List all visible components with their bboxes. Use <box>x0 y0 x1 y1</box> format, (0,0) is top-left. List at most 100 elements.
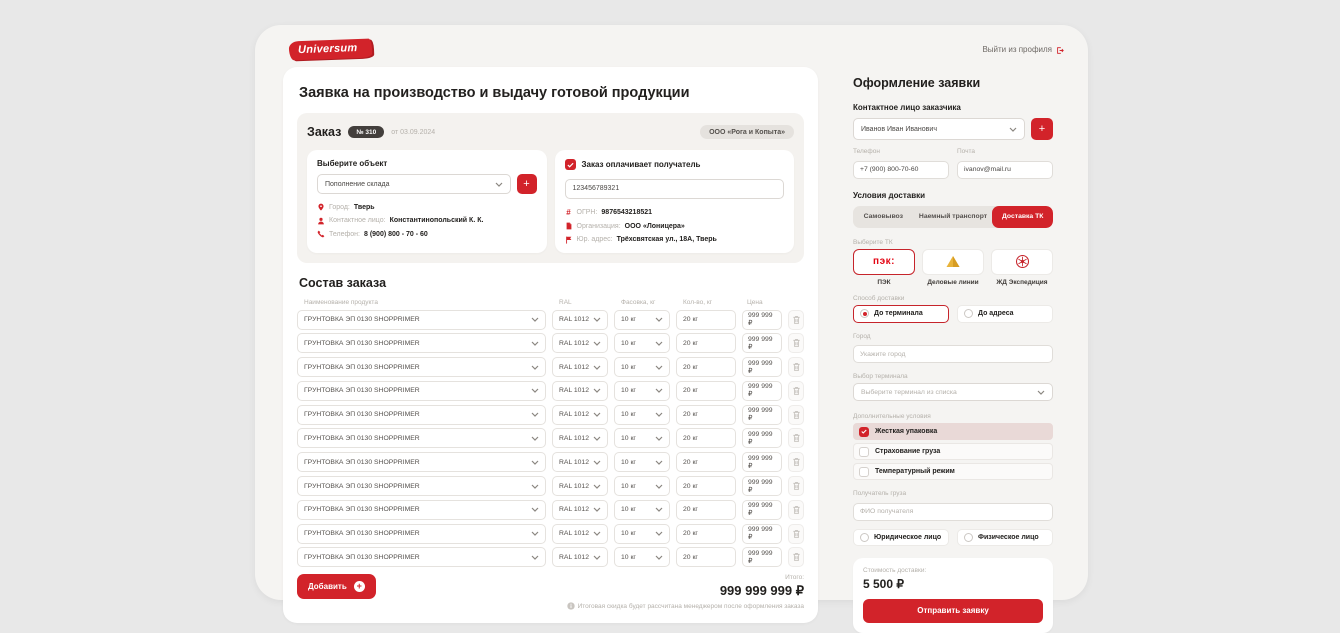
radio-on-icon <box>860 309 869 318</box>
object-select[interactable]: Пополнение склада <box>317 174 511 194</box>
ral-select[interactable]: RAL 1012 <box>552 499 608 520</box>
ral-select[interactable]: RAL 1012 <box>552 476 608 497</box>
radio-to-terminal[interactable]: До терминала <box>853 304 949 323</box>
product-select[interactable]: ГРУНТОВКА ЭП 0130 SHOPPRIMER <box>297 357 546 378</box>
phone-input[interactable] <box>853 160 949 179</box>
submit-request-button[interactable]: Отправить заявку <box>863 598 1043 623</box>
product-select[interactable]: ГРУНТОВКА ЭП 0130 SHOPPRIMER <box>297 499 546 520</box>
add-contact-button[interactable]: + <box>1031 118 1053 140</box>
trash-icon <box>792 553 800 562</box>
delete-row-button[interactable] <box>788 499 804 520</box>
extra-cargo-insurance[interactable]: Страхование груза <box>853 443 1053 460</box>
packing-select[interactable]: 10 кг <box>614 309 670 330</box>
tk-card-zhd-expedition[interactable] <box>991 248 1053 275</box>
ral-select[interactable]: RAL 1012 <box>552 380 608 401</box>
product-select[interactable]: ГРУНТОВКА ЭП 0130 SHOPPRIMER <box>297 333 546 354</box>
quantity-input[interactable]: 20 кг <box>676 357 736 378</box>
delete-row-button[interactable] <box>788 547 804 568</box>
product-select[interactable]: ГРУНТОВКА ЭП 0130 SHOPPRIMER <box>297 309 546 330</box>
payer-inn-input[interactable] <box>564 178 784 199</box>
packing-select[interactable]: 10 кг <box>614 333 670 354</box>
quantity-input[interactable]: 20 кг <box>676 452 736 473</box>
chevron-down-icon <box>495 182 502 187</box>
quantity-input[interactable]: 20 кг <box>676 404 736 425</box>
product-select[interactable]: ГРУНТОВКА ЭП 0130 SHOPPRIMER <box>297 404 546 425</box>
chevron-down-icon <box>531 531 539 537</box>
segment-hired-transport[interactable]: Наемный транспорт <box>918 213 988 220</box>
logout-link[interactable]: Выйти из профиля <box>982 45 1064 54</box>
city-input[interactable] <box>853 345 1053 363</box>
quantity-input[interactable]: 20 кг <box>676 333 736 354</box>
tk-card-delovye-linii[interactable] <box>922 248 984 275</box>
delete-row-button[interactable] <box>788 476 804 497</box>
add-row-button[interactable]: Добавить + <box>297 574 376 600</box>
delovye-linii-logo-icon <box>946 256 960 267</box>
extra-hard-packaging[interactable]: Жесткая упаковка <box>853 423 1053 440</box>
table-row: ГРУНТОВКА ЭП 0130 SHOPPRIMER RAL 1012 10… <box>297 547 804 568</box>
radio-legal-entity[interactable]: Юридическое лицо <box>853 528 949 546</box>
ral-select[interactable]: RAL 1012 <box>552 547 608 568</box>
quantity-input[interactable]: 20 кг <box>676 523 736 544</box>
delete-row-button[interactable] <box>788 309 804 330</box>
order-summary-block: Заказ № 310 от 03.09.2024 ООО «Рога и Ко… <box>297 113 804 263</box>
ral-select[interactable]: RAL 1012 <box>552 404 608 425</box>
product-select[interactable]: ГРУНТОВКА ЭП 0130 SHOPPRIMER <box>297 380 546 401</box>
delete-row-button[interactable] <box>788 333 804 354</box>
ral-select[interactable]: RAL 1012 <box>552 309 608 330</box>
packing-select[interactable]: 10 кг <box>614 547 670 568</box>
packing-select[interactable]: 10 кг <box>614 523 670 544</box>
product-select[interactable]: ГРУНТОВКА ЭП 0130 SHOPPRIMER <box>297 452 546 473</box>
packing-select[interactable]: 10 кг <box>614 380 670 401</box>
quantity-input[interactable]: 20 кг <box>676 476 736 497</box>
trash-icon <box>792 315 800 324</box>
chevron-down-icon <box>531 436 539 441</box>
segment-pickup[interactable]: Самовывоз <box>863 213 903 220</box>
terminal-select[interactable]: Выберите терминал из списка <box>853 383 1053 401</box>
quantity-input[interactable]: 20 кг <box>676 547 736 568</box>
product-select[interactable]: ГРУНТОВКА ЭП 0130 SHOPPRIMER <box>297 547 546 568</box>
packing-select[interactable]: 10 кг <box>614 404 670 425</box>
contact-person-select[interactable]: Иванов Иван Иванович <box>853 118 1025 140</box>
radio-individual[interactable]: Физическое лицо <box>957 528 1053 546</box>
recipient-name-input[interactable] <box>853 502 1053 521</box>
email-input[interactable] <box>957 160 1053 179</box>
quantity-input[interactable]: 20 кг <box>676 428 736 449</box>
order-head: Заказ № 310 от 03.09.2024 ООО «Рога и Ко… <box>307 122 794 142</box>
packing-select[interactable]: 10 кг <box>614 428 670 449</box>
ral-select[interactable]: RAL 1012 <box>552 452 608 473</box>
packing-select[interactable]: 10 кг <box>614 357 670 378</box>
recipient-label: Получатель груза <box>853 490 907 497</box>
quantity-input[interactable]: 20 кг <box>676 499 736 520</box>
product-select[interactable]: ГРУНТОВКА ЭП 0130 SHOPPRIMER <box>297 523 546 544</box>
quantity-input[interactable]: 20 кг <box>676 380 736 401</box>
packing-select[interactable]: 10 кг <box>614 452 670 473</box>
ral-select[interactable]: RAL 1012 <box>552 428 608 449</box>
delete-row-button[interactable] <box>788 523 804 544</box>
tk-names: ПЭК Деловые линии ЖД Экспедиция <box>853 279 1053 286</box>
product-select[interactable]: ГРУНТОВКА ЭП 0130 SHOPPRIMER <box>297 476 546 497</box>
ral-select[interactable]: RAL 1012 <box>552 333 608 354</box>
delete-row-button[interactable] <box>788 380 804 401</box>
price-value: 999 999 ₽ <box>748 549 773 565</box>
chevron-down-icon <box>531 507 539 513</box>
ral-value: RAL 1012 <box>559 339 589 347</box>
ral-select[interactable]: RAL 1012 <box>552 357 608 378</box>
chevron-down-icon <box>593 365 601 370</box>
delete-row-button[interactable] <box>788 452 804 473</box>
packing-select[interactable]: 10 кг <box>614 476 670 497</box>
extra-temperature-mode[interactable]: Температурный режим <box>853 463 1053 480</box>
segment-tk-delivery[interactable]: Доставка ТК <box>992 205 1053 228</box>
payer-checkbox[interactable] <box>564 159 576 170</box>
delete-row-button[interactable] <box>788 428 804 449</box>
radio-to-address[interactable]: До адреса <box>957 304 1053 323</box>
ral-select[interactable]: RAL 1012 <box>552 523 608 544</box>
packing-select[interactable]: 10 кг <box>614 499 670 520</box>
quantity-input[interactable]: 20 кг <box>676 309 736 330</box>
add-object-button[interactable]: + <box>516 174 537 194</box>
quantity-value: 20 кг <box>683 363 698 371</box>
packing-value: 10 кг <box>621 434 636 442</box>
delete-row-button[interactable] <box>788 357 804 378</box>
tk-card-pek[interactable]: пэк: <box>853 248 915 275</box>
product-select[interactable]: ГРУНТОВКА ЭП 0130 SHOPPRIMER <box>297 428 546 449</box>
delete-row-button[interactable] <box>788 404 804 425</box>
